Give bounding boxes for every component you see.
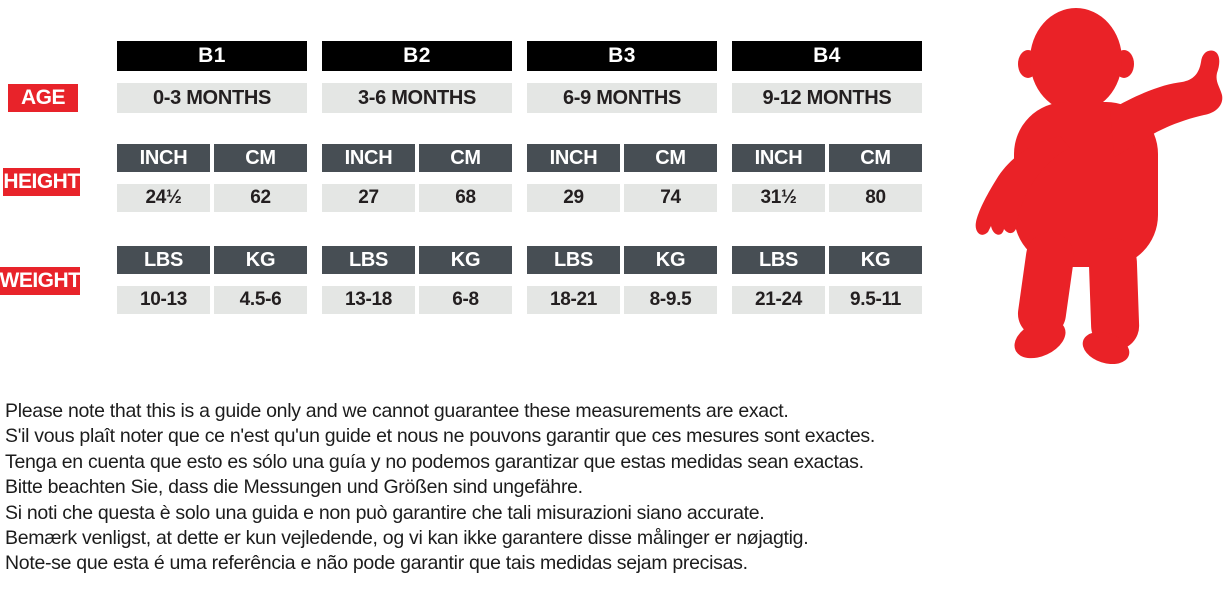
weight-kg-value: 6-8 (419, 286, 512, 314)
age-row-label: AGE (8, 84, 78, 112)
lbs-unit-header: LBS (322, 246, 415, 274)
weight-row-label: WEIGHT (0, 267, 81, 295)
disclaimer-line-it: Si noti che questa è solo una guida e no… (5, 501, 765, 524)
age-value-b1: 0-3 MONTHS (117, 83, 307, 113)
weight-value-row-b4: 21-24 9.5-11 (732, 286, 922, 314)
kg-unit-header: KG (829, 246, 922, 274)
size-column-b2: B2 3-6 MONTHS INCH CM 27 68 LBS KG 13-18… (322, 41, 512, 314)
weight-kg-value: 9.5-11 (829, 286, 922, 314)
weight-lbs-value: 10-13 (117, 286, 210, 314)
disclaimer-line-es: Tenga en cuenta que esto es sólo una guí… (5, 450, 864, 473)
height-cm-value: 74 (624, 184, 717, 212)
weight-lbs-value: 18-21 (527, 286, 620, 314)
baby-silhouette-icon (964, 4, 1226, 365)
height-inch-value: 27 (322, 184, 415, 212)
height-cm-value: 68 (419, 184, 512, 212)
size-label-b1: B1 (117, 41, 307, 71)
weight-unit-row-b1: LBS KG (117, 246, 307, 274)
weight-lbs-value: 13-18 (322, 286, 415, 314)
disclaimer-line-de: Bitte beachten Sie, dass die Messungen u… (5, 476, 583, 499)
disclaimer-line-da: Bemærk venligst, at dette er kun vejlede… (5, 527, 809, 550)
inch-unit-header: INCH (322, 144, 415, 172)
kg-unit-header: KG (419, 246, 512, 274)
height-value-row-b4: 31½ 80 (732, 184, 922, 212)
weight-unit-row-b4: LBS KG (732, 246, 922, 274)
lbs-unit-header: LBS (732, 246, 825, 274)
size-label-b2: B2 (322, 41, 512, 71)
height-value-row-b1: 24½ 62 (117, 184, 307, 212)
disclaimer-line-pt: Note-se que esta é uma referência e não … (5, 552, 748, 575)
inch-unit-header: INCH (732, 144, 825, 172)
height-inch-value: 29 (527, 184, 620, 212)
height-unit-row-b4: INCH CM (732, 144, 922, 172)
cm-unit-header: CM (214, 144, 307, 172)
disclaimer-text: Please note that this is a guide only an… (5, 399, 995, 577)
kg-unit-header: KG (214, 246, 307, 274)
weight-value-row-b1: 10-13 4.5-6 (117, 286, 307, 314)
cm-unit-header: CM (829, 144, 922, 172)
weight-value-row-b2: 13-18 6-8 (322, 286, 512, 314)
size-label-b4: B4 (732, 41, 922, 71)
weight-unit-row-b2: LBS KG (322, 246, 512, 274)
height-value-row-b2: 27 68 (322, 184, 512, 212)
inch-unit-header: INCH (117, 144, 210, 172)
size-table: B1 0-3 MONTHS INCH CM 24½ 62 LBS KG 10-1… (117, 41, 922, 314)
size-column-b3: B3 6-9 MONTHS INCH CM 29 74 LBS KG 18-21… (527, 41, 717, 314)
height-inch-value: 31½ (732, 184, 825, 212)
lbs-unit-header: LBS (527, 246, 620, 274)
height-unit-row-b1: INCH CM (117, 144, 307, 172)
height-inch-value: 24½ (117, 184, 210, 212)
inch-unit-header: INCH (527, 144, 620, 172)
size-label-b3: B3 (527, 41, 717, 71)
weight-kg-value: 4.5-6 (214, 286, 307, 314)
cm-unit-header: CM (624, 144, 717, 172)
size-column-b4: B4 9-12 MONTHS INCH CM 31½ 80 LBS KG 21-… (732, 41, 922, 314)
height-unit-row-b2: INCH CM (322, 144, 512, 172)
weight-value-row-b3: 18-21 8-9.5 (527, 286, 717, 314)
age-value-b4: 9-12 MONTHS (732, 83, 922, 113)
lbs-unit-header: LBS (117, 246, 210, 274)
weight-kg-value: 8-9.5 (624, 286, 717, 314)
weight-lbs-value: 21-24 (732, 286, 825, 314)
disclaimer-line-fr: S'il vous plaît noter que ce n'est qu'un… (5, 425, 875, 448)
size-column-b1: B1 0-3 MONTHS INCH CM 24½ 62 LBS KG 10-1… (117, 41, 307, 314)
height-value-row-b3: 29 74 (527, 184, 717, 212)
weight-unit-row-b3: LBS KG (527, 246, 717, 274)
height-row-label: HEIGHT (3, 168, 80, 196)
height-cm-value: 62 (214, 184, 307, 212)
age-value-b3: 6-9 MONTHS (527, 83, 717, 113)
cm-unit-header: CM (419, 144, 512, 172)
age-value-b2: 3-6 MONTHS (322, 83, 512, 113)
height-unit-row-b3: INCH CM (527, 144, 717, 172)
height-cm-value: 80 (829, 184, 922, 212)
disclaimer-line-en: Please note that this is a guide only an… (5, 400, 789, 422)
kg-unit-header: KG (624, 246, 717, 274)
